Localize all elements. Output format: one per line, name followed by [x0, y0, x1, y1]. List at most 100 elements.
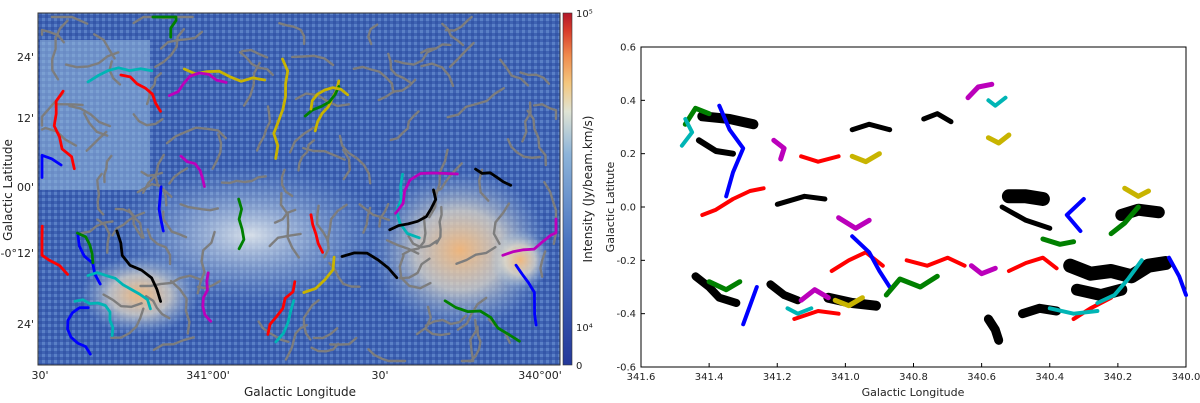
- map-filaments: [40, 15, 558, 363]
- filament-26: [1064, 197, 1086, 233]
- map-filament-gray-51: [162, 210, 188, 239]
- map-filament-gray-109: [139, 274, 202, 288]
- map-filament-gray-108: [92, 33, 116, 60]
- map-filament-gray-107: [398, 257, 431, 280]
- map-filament-gray-65: [387, 52, 412, 84]
- map-filament-gray-36: [278, 22, 306, 46]
- map-filament-color-16: [40, 153, 63, 179]
- map-filament-gray-69: [441, 22, 465, 47]
- filament-45: [836, 215, 872, 231]
- map-filament-gray-24: [377, 78, 417, 102]
- map-filament-color-13: [179, 154, 206, 188]
- map-filament-gray-32: [240, 48, 269, 59]
- filament-43: [965, 81, 995, 101]
- filament-23: [717, 103, 746, 199]
- map-filament-gray-8: [211, 133, 223, 171]
- map-filament-gray-106: [532, 103, 558, 121]
- map-y-label: Galactic Latitude: [1, 139, 15, 241]
- map-filament-gray-20: [279, 191, 300, 259]
- map-filament-gray-23: [289, 126, 315, 154]
- filament-39: [985, 132, 1012, 146]
- colorbar-label: Intensity (Jy/beam.km/s): [581, 116, 595, 263]
- filament-46: [968, 263, 998, 277]
- map-filament-gray-56: [196, 230, 216, 295]
- map-filament-color-28: [115, 229, 163, 303]
- plot-y-label: Galactic Latitute: [604, 161, 617, 252]
- plot-y-tick-2: -0.4: [616, 309, 636, 320]
- map-filament-gray-50: [367, 23, 379, 46]
- map-filament-gray-89: [50, 15, 89, 25]
- filament-33: [679, 117, 695, 148]
- map-x-tick-2: 341°00': [186, 369, 230, 382]
- map-filament-gray-47: [255, 105, 272, 152]
- filament-34: [1095, 258, 1144, 305]
- map-filament-gray-53: [428, 148, 449, 219]
- map-filament-gray-62: [424, 314, 468, 327]
- map-filament-color-32: [86, 271, 152, 311]
- filament-30: [1040, 236, 1077, 247]
- map-filament-gray-67: [108, 60, 122, 86]
- map-filament-color-14: [388, 188, 438, 232]
- map-filament-gray-40: [312, 327, 339, 340]
- map-filament-gray-110: [291, 54, 335, 67]
- plot-x-label: Galactic Longitude: [862, 386, 965, 399]
- plot-x-tick-5: 340.8: [899, 372, 928, 383]
- map-filament-color-2: [76, 233, 102, 286]
- map-filament-gray-85: [394, 47, 438, 66]
- filament-27: [1167, 255, 1188, 297]
- map-y-tick-1: 24': [17, 51, 34, 64]
- map-filament-gray-91: [152, 336, 195, 352]
- filament-18: [904, 255, 967, 268]
- plot-y-tick-5: 0.2: [620, 149, 636, 160]
- map-filament-gray-18: [159, 30, 204, 50]
- map-filament-color-20: [167, 71, 228, 97]
- map-filament-gray-71: [169, 279, 191, 335]
- filament-16: [700, 186, 766, 217]
- map-filament-color-3: [76, 231, 95, 265]
- map-filament-gray-12: [342, 148, 351, 181]
- map-filament-color-22: [309, 213, 325, 254]
- filament-1: [697, 111, 759, 130]
- map-filament-gray-103: [82, 112, 109, 137]
- map-filament-gray-82: [506, 137, 542, 160]
- map-filament-gray-64: [448, 41, 475, 69]
- map-x-tick-3: 30': [371, 369, 388, 382]
- map-filament-gray-34: [165, 126, 228, 145]
- filament-3: [849, 121, 893, 133]
- plot-y-tick-3: -0.2: [616, 256, 636, 267]
- map-filament-gray-101: [446, 86, 506, 119]
- filament-8: [691, 272, 741, 307]
- map-filament-gray-9: [420, 62, 455, 88]
- filament-25: [850, 234, 892, 289]
- map-y-tick-2: 12': [17, 112, 34, 125]
- filament-2: [695, 137, 736, 157]
- map-filament-gray-73: [385, 239, 420, 255]
- filament-22: [799, 154, 841, 164]
- map-filament-color-11: [73, 298, 115, 337]
- map-filament-gray-95: [315, 204, 330, 259]
- plot-y-tick-4: 0.0: [620, 203, 636, 214]
- filament-20: [792, 309, 841, 321]
- map-filament-gray-78: [358, 203, 391, 222]
- plot-y-tick-7: 0.6: [620, 43, 636, 54]
- map-filament-gray-38: [80, 220, 114, 235]
- map-filament-gray-57: [280, 168, 294, 198]
- emission-bright-small: [490, 230, 550, 290]
- map-filament-gray-77: [444, 15, 473, 32]
- filament-9: [766, 280, 802, 305]
- map-x-tick-4: 340°00': [518, 369, 562, 382]
- map-filament-gray-54: [242, 61, 261, 107]
- map-filament-color-25: [274, 299, 296, 344]
- map-filament-gray-21: [326, 203, 348, 242]
- map-filament-color-6: [201, 271, 213, 323]
- map-filament-gray-42: [455, 245, 497, 265]
- plot-x-tick-4: 341.0: [831, 372, 860, 383]
- map-filament-gray-97: [519, 71, 551, 86]
- map-filament-color-15: [52, 89, 76, 171]
- map-filament-gray-1: [273, 208, 297, 224]
- filament-29: [883, 273, 940, 298]
- filament-36: [785, 306, 814, 316]
- map-filament-color-29: [266, 280, 297, 336]
- map-filament-color-30: [157, 185, 165, 233]
- filament-series: [679, 81, 1188, 345]
